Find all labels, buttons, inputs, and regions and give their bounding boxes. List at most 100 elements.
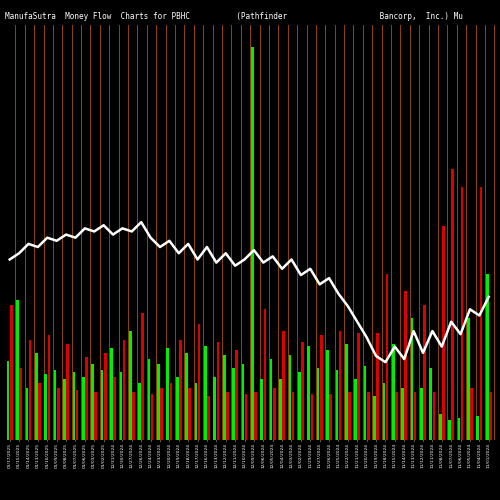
Bar [160,388,163,440]
Bar [129,331,132,440]
Bar [94,392,97,440]
Bar [386,274,388,440]
Bar [442,226,444,440]
Bar [376,333,379,440]
Bar [100,370,103,440]
Bar [188,388,191,440]
Bar [10,304,12,440]
Bar [35,352,37,440]
Bar [223,355,226,440]
Bar [282,331,285,440]
Bar [245,394,248,440]
Bar [264,309,266,440]
Bar [57,388,59,440]
Bar [122,340,126,440]
Bar [395,392,398,440]
Bar [157,364,160,440]
Bar [432,392,436,440]
Bar [242,364,244,440]
Bar [82,376,84,440]
Bar [20,368,22,440]
Bar [63,379,66,440]
Bar [292,392,294,440]
Bar [110,348,113,440]
Bar [336,370,338,440]
Bar [54,370,56,440]
Bar [226,392,228,440]
Bar [467,318,469,440]
Bar [236,350,238,440]
Bar [214,376,216,440]
Bar [48,335,50,440]
Bar [104,352,106,440]
Bar [310,394,313,440]
Bar [85,357,87,440]
Bar [358,333,360,440]
Bar [38,383,41,440]
Bar [142,314,144,440]
Bar [404,292,407,440]
Bar [26,388,28,440]
Bar [198,324,200,440]
Bar [114,376,116,440]
Bar [179,340,182,440]
Bar [461,186,464,440]
Bar [207,396,210,440]
Bar [186,352,188,440]
Bar [330,394,332,440]
Bar [410,318,414,440]
Bar [392,344,394,440]
Bar [44,374,47,440]
Bar [76,390,78,440]
Bar [402,388,404,440]
Bar [28,340,32,440]
Bar [260,379,263,440]
Bar [338,331,342,440]
Bar [448,420,451,440]
Bar [170,383,172,440]
Bar [430,368,432,440]
Bar [66,344,69,440]
Bar [148,359,150,440]
Bar [273,388,276,440]
Bar [216,342,219,440]
Bar [364,366,366,440]
Bar [204,346,206,440]
Bar [423,304,426,440]
Bar [132,392,134,440]
Bar [72,372,75,440]
Bar [345,344,348,440]
Bar [420,388,423,440]
Bar [414,392,416,440]
Bar [176,376,178,440]
Bar [458,418,460,440]
Bar [301,342,304,440]
Bar [251,47,254,440]
Bar [470,388,473,440]
Bar [317,368,320,440]
Bar [120,372,122,440]
Bar [326,350,329,440]
Bar [298,372,300,440]
Bar [373,396,376,440]
Bar [16,300,19,440]
Text: ManufaSutra  Money Flow  Charts for PBHC          (Pathfinder                   : ManufaSutra Money Flow Charts for PBHC (… [5,12,463,22]
Bar [367,392,370,440]
Bar [308,346,310,440]
Bar [480,186,482,440]
Bar [254,392,257,440]
Bar [151,394,154,440]
Bar [288,355,292,440]
Bar [382,383,385,440]
Bar [354,379,357,440]
Bar [138,383,141,440]
Bar [476,416,479,440]
Bar [439,414,442,440]
Bar [92,364,94,440]
Bar [166,348,169,440]
Bar [452,169,454,440]
Bar [486,274,488,440]
Bar [232,368,235,440]
Bar [279,379,282,440]
Bar [320,335,322,440]
